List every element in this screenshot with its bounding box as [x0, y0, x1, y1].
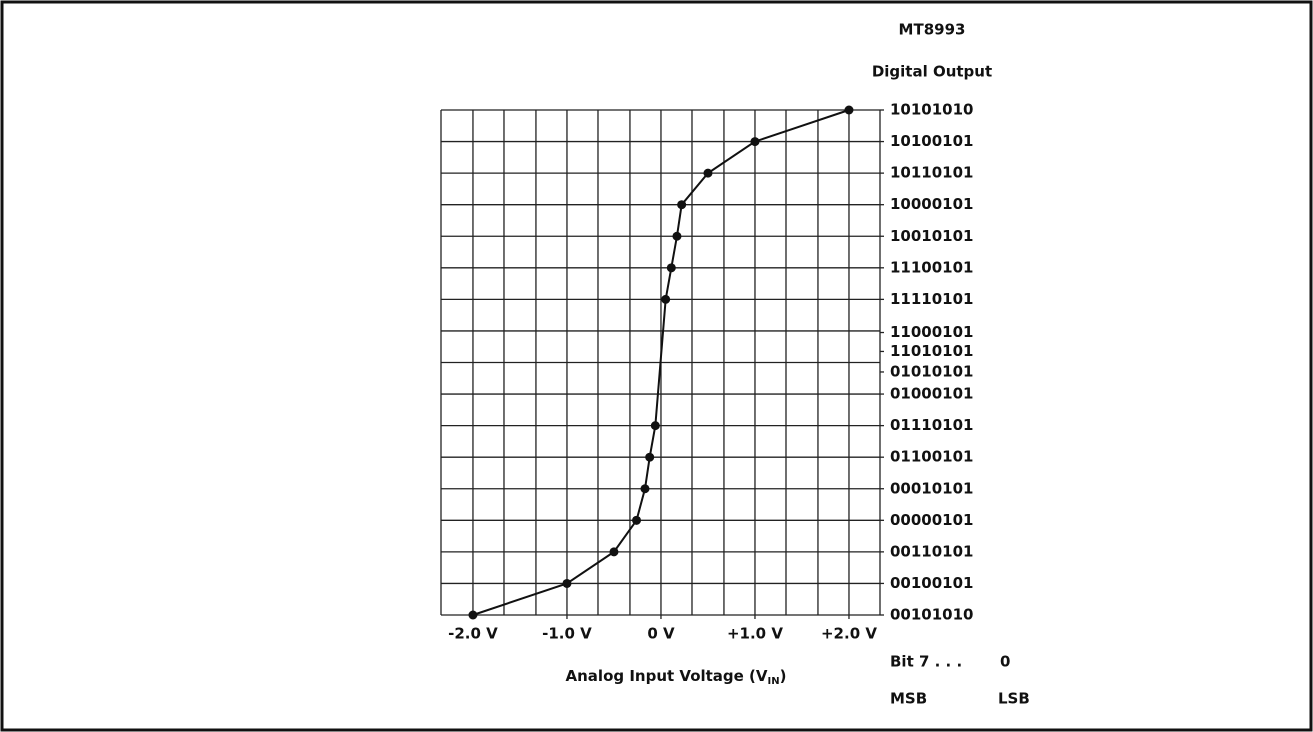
point	[650, 421, 660, 431]
chart-title: MT8993	[899, 21, 966, 39]
y-tick-label: 01100101	[890, 448, 974, 466]
y-tick-label: 11000101	[890, 323, 974, 341]
y-tick-label: 01000101	[890, 385, 974, 403]
y-tick-label: 11010101	[890, 342, 974, 360]
y-tick-label: 00110101	[890, 542, 974, 560]
y-tick-label: 10000101	[890, 195, 974, 213]
point	[632, 515, 642, 525]
point	[672, 231, 682, 241]
y-axis-label: Digital Output	[872, 63, 992, 81]
point	[640, 484, 650, 494]
y-tick-label: 00000101	[890, 511, 974, 529]
x-tick-label: -2.0 V	[448, 625, 498, 643]
y-tick-label: 00101010	[890, 606, 974, 624]
x-tick-label: 0 V	[647, 625, 675, 643]
y-tick-label: 01010101	[890, 362, 974, 380]
point	[666, 263, 676, 273]
curve	[472, 109, 850, 616]
x-axis-label-sub: IN	[768, 676, 780, 687]
point	[661, 294, 671, 304]
x-tick-label: -1.0 V	[542, 625, 592, 643]
y-tick-label: 11100101	[890, 258, 974, 276]
y-tick-label: 10110101	[890, 164, 974, 182]
point	[645, 452, 655, 462]
point	[844, 105, 854, 115]
y-tick-label: 10101010	[890, 101, 974, 119]
y-tick-label: 10010101	[890, 227, 974, 245]
point	[703, 168, 713, 178]
y-tick-label: 10100101	[890, 132, 974, 150]
point	[750, 137, 760, 147]
note: MSB	[890, 690, 927, 708]
point	[468, 610, 478, 620]
y-tick-label: 11110101	[890, 290, 974, 308]
note: 0	[1000, 653, 1010, 671]
y-tick-label: 01110101	[890, 416, 974, 434]
point	[677, 200, 687, 210]
y-tick-label: 00010101	[890, 479, 974, 497]
point	[609, 547, 619, 557]
x-tick-label: +2.0 V	[821, 625, 877, 643]
note: Bit 7 . . .	[890, 653, 962, 671]
x-axis-label-end: )	[780, 667, 787, 685]
x-axis-label: Analog Input Voltage (VIN)	[566, 667, 787, 688]
x-axis-label-text: Analog Input Voltage (V	[566, 667, 768, 685]
point	[562, 578, 572, 588]
x-tick-label: +1.0 V	[727, 625, 783, 643]
y-tick-label: 00100101	[890, 574, 974, 592]
note: LSB	[998, 690, 1030, 708]
